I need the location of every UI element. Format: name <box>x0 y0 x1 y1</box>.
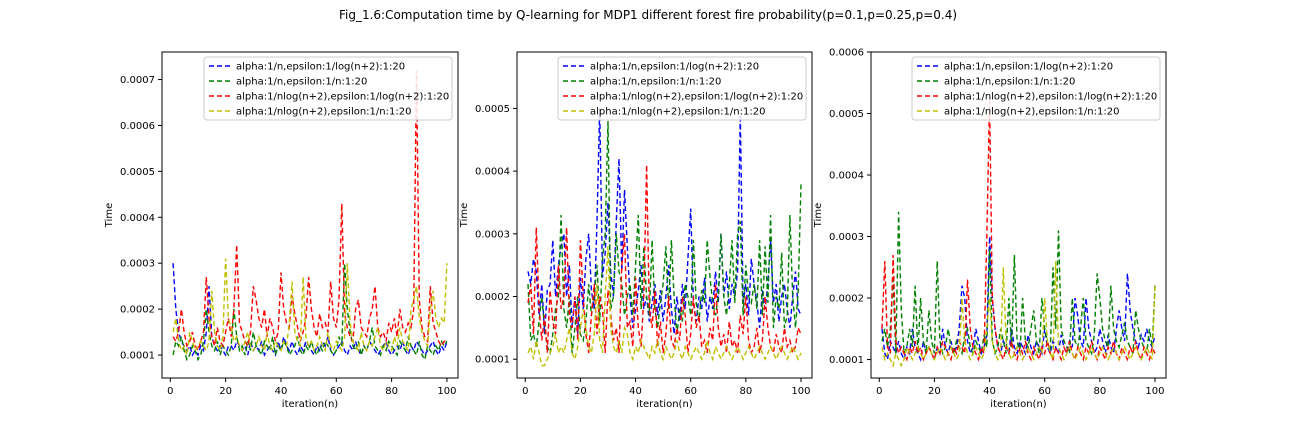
series-line-red <box>527 164 802 356</box>
series-line-yellow <box>881 261 1156 368</box>
series-line-blue <box>527 108 802 335</box>
x-tick-label: 0 <box>522 386 528 397</box>
y-tick-label: 0.0003 <box>475 229 510 240</box>
y-tick-label: 0.0002 <box>475 292 510 303</box>
x-tick-label: 40 <box>983 386 996 397</box>
y-axis-label: Time <box>459 203 470 228</box>
y-tick-label: 0.0005 <box>120 167 155 178</box>
legend-box <box>911 56 1161 121</box>
y-tick-label: 0.0002 <box>120 305 155 316</box>
series-line-green <box>527 120 802 356</box>
chart-panel-1: 0 20 40 60 80 100 0.0001 0.0002 0.0003 0.0004 0.00… <box>104 51 459 410</box>
y-tick-label: 0.0004 <box>829 171 864 182</box>
x-tick-label: 20 <box>219 386 232 397</box>
x-axis-label: iteration(n) <box>636 399 692 410</box>
legend-label: alpha:1/n,epsilon:1/log(n+2):1:20 <box>590 62 759 73</box>
x-tick-label: 60 <box>684 386 697 397</box>
x-tick-label: 0 <box>876 386 882 397</box>
legend-label: alpha:1/nlog(n+2),epsilon:1/n:1:20 <box>944 107 1119 118</box>
x-axis-label: iteration(n) <box>990 399 1046 410</box>
legend-label: alpha:1/n,epsilon:1/n:1:20 <box>590 77 721 88</box>
charts-group: 0 20 40 60 80 100 0.0001 0.0002 0.0003 0.0004 0.00… <box>104 48 1167 410</box>
y-tick-label: 0.0003 <box>120 259 155 270</box>
legend: alpha:1/n,epsilon:1/log(n+2):1:20 alpha:1… <box>203 56 453 121</box>
legend: alpha:1/n,epsilon:1/log(n+2):1:20 alpha:1… <box>557 56 807 121</box>
y-tick-label: 0.0005 <box>829 109 864 120</box>
y-tick-label: 0.0004 <box>475 167 510 178</box>
y-tick-label: 0.0002 <box>829 294 864 305</box>
x-tick-label: 100 <box>1145 386 1164 397</box>
y-tick-label: 0.0006 <box>829 48 864 59</box>
series-line-yellow <box>172 258 448 356</box>
y-tick-label: 0.0003 <box>829 232 864 243</box>
legend-label: alpha:1/n,epsilon:1/n:1:20 <box>944 77 1075 88</box>
series-line-yellow <box>527 246 802 367</box>
x-tick-label: 20 <box>574 386 587 397</box>
legend-label: alpha:1/nlog(n+2),epsilon:1/log(n+2):1:2… <box>944 92 1157 103</box>
x-tick-label: 100 <box>437 386 456 397</box>
legend-label: alpha:1/n,epsilon:1/n:1:20 <box>236 77 367 88</box>
y-tick-label: 0.0001 <box>829 355 864 366</box>
x-axis-label: iteration(n) <box>282 399 338 410</box>
figure-title: Fig_1.6:Computation time by Q-learning f… <box>339 8 957 22</box>
legend-label: alpha:1/n,epsilon:1/log(n+2):1:20 <box>236 62 405 73</box>
legend-label: alpha:1/nlog(n+2),epsilon:1/n:1:20 <box>236 107 411 118</box>
y-tick-label: 0.0001 <box>120 351 155 362</box>
series-line-red <box>881 101 1156 362</box>
x-tick-label: 80 <box>385 386 398 397</box>
x-tick-label: 40 <box>629 386 642 397</box>
y-tick-label: 0.0007 <box>120 75 155 86</box>
y-axis-label: Time <box>104 203 115 228</box>
y-tick-label: 0.0006 <box>120 121 155 132</box>
series-line-red <box>172 70 447 353</box>
x-tick-label: 0 <box>167 386 173 397</box>
legend-label: alpha:1/nlog(n+2),epsilon:1/log(n+2):1:2… <box>236 92 449 103</box>
series-line-blue <box>172 263 448 357</box>
legend-box <box>203 56 453 121</box>
y-tick-label: 0.0004 <box>120 213 155 224</box>
plot-frame <box>516 51 813 379</box>
legend: alpha:1/n,epsilon:1/log(n+2):1:20 alpha:1… <box>911 56 1161 121</box>
series-line-blue <box>881 236 1156 362</box>
legend-label: alpha:1/n,epsilon:1/log(n+2):1:20 <box>944 62 1113 73</box>
x-tick-label: 80 <box>739 386 752 397</box>
legend-label: alpha:1/nlog(n+2),epsilon:1/log(n+2):1:2… <box>590 92 803 103</box>
y-tick-label: 0.0001 <box>475 355 510 366</box>
chart-panel-2: 0 20 40 60 80 100 0.0001 0.0002 0.0003 0.0004 0.00… <box>459 51 813 410</box>
x-tick-label: 60 <box>330 386 343 397</box>
plot-frame <box>870 51 1167 379</box>
y-axis-label: Time <box>813 203 824 228</box>
plot-frame <box>161 51 459 379</box>
legend-box <box>557 56 807 121</box>
y-tick-label: 0.0005 <box>475 104 510 115</box>
x-tick-label: 100 <box>791 386 810 397</box>
x-tick-label: 20 <box>928 386 941 397</box>
legend-label: alpha:1/nlog(n+2),epsilon:1/n:1:20 <box>590 107 765 118</box>
series-line-green <box>881 211 1156 357</box>
chart-panel-3: 0 20 40 60 80 100 0.0001 0.0002 0.0003 0.0004 0.00… <box>813 48 1167 410</box>
x-tick-label: 40 <box>275 386 288 397</box>
x-tick-label: 80 <box>1093 386 1106 397</box>
x-tick-label: 60 <box>1038 386 1051 397</box>
